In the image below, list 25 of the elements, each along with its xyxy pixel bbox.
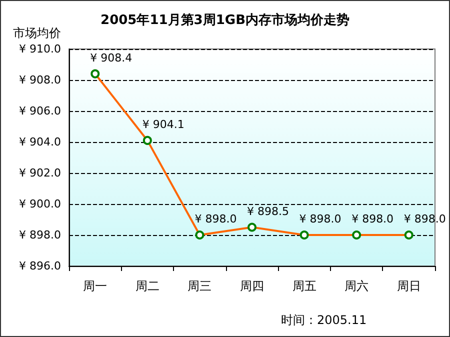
data-label: ¥ 908.4 — [90, 51, 132, 64]
chart-title: 2005年11月第3周1GB内存市场均价走势 — [100, 12, 350, 28]
data-label: ¥ 904.1 — [142, 118, 184, 131]
text: 时间：2005.11 — [281, 313, 367, 327]
x-tick-label: 周一 — [83, 279, 108, 293]
y-tick-label: ¥ 906.0 — [19, 104, 61, 118]
data-label: ¥ 898.0 — [299, 212, 342, 226]
x-tick-label: 周六 — [344, 279, 369, 293]
data-label: ¥ 898.0 — [194, 212, 237, 226]
x-tick-label: 周四 — [240, 279, 264, 293]
y-tick-label: ¥ 902.0 — [19, 166, 61, 180]
y-tick-label: ¥ 910.0 — [19, 42, 61, 56]
y-tick-label: ¥ 896.0 — [19, 260, 61, 272]
y-tick-label: ¥ 908.0 — [19, 74, 61, 86]
y-tick-label: ¥ 904.0 — [19, 136, 61, 148]
x-tick-label: 周日 — [396, 279, 421, 293]
data-label: ¥ 898.5 — [247, 204, 289, 218]
data-label: ¥ 898.0 — [404, 212, 446, 226]
y-tick-label: ¥ 898.0 — [19, 228, 61, 242]
x-tick-label: 周二 — [135, 279, 160, 293]
x-tick-label: 周三 — [188, 279, 212, 293]
data-label: ¥ 898.0 — [352, 212, 394, 226]
y-tick-label: ¥ 900.0 — [19, 198, 61, 210]
x-tick-label: 周五 — [292, 279, 316, 293]
y-axis-title: 市场均价 — [13, 26, 61, 40]
